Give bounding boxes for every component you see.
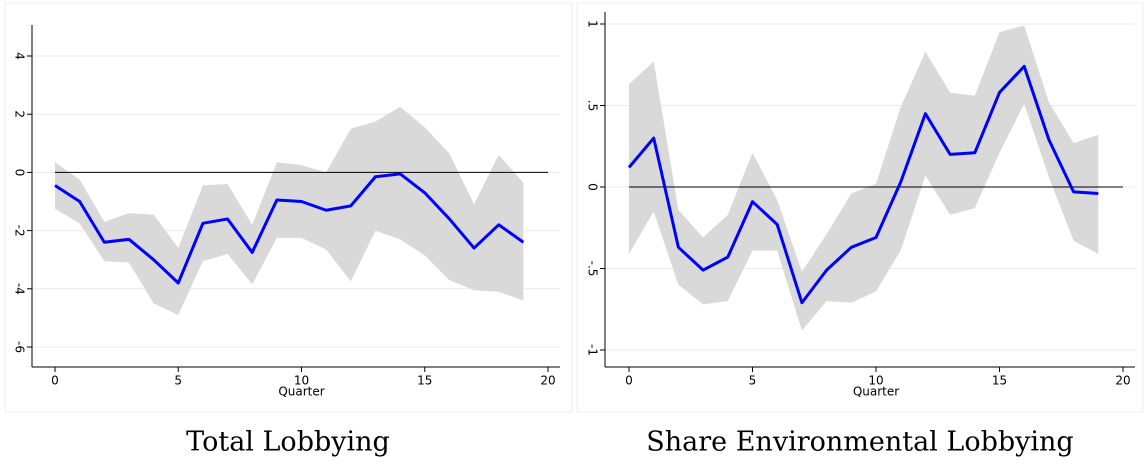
x-tick-label: 15 xyxy=(417,374,432,388)
x-tick-label: 20 xyxy=(540,374,555,388)
series-line xyxy=(627,64,1099,305)
x-tick-label: 5 xyxy=(174,374,182,388)
y-tick-label: 4 xyxy=(13,52,27,60)
x-tick-label: 5 xyxy=(749,374,757,388)
y-tick-label: -.5 xyxy=(586,261,600,277)
x-axis-label: Quarter xyxy=(853,385,899,399)
panel-frame xyxy=(4,2,573,413)
y-tick-label: 0 xyxy=(13,169,27,177)
x-tick-label: 20 xyxy=(1115,374,1130,388)
y-tick-label: -6 xyxy=(13,341,27,353)
x-tick-label: 0 xyxy=(625,374,633,388)
chart-caption: Share Environmental Lobbying xyxy=(646,427,1073,458)
chart-caption: Total Lobbying xyxy=(186,427,390,458)
x-tick-label: 0 xyxy=(51,374,59,388)
x-axis-label: Quarter xyxy=(278,385,324,399)
x-tick-label: 10 xyxy=(868,374,883,388)
x-tick-label: 15 xyxy=(992,374,1007,388)
y-tick-label: 2 xyxy=(13,110,27,118)
y-tick-label: -2 xyxy=(13,225,27,237)
y-tick-label: 1 xyxy=(586,20,600,28)
panel-frame xyxy=(576,2,1144,413)
y-tick-label: -1 xyxy=(586,344,600,356)
y-tick-label: .5 xyxy=(586,100,600,111)
y-tick-label: 0 xyxy=(586,183,600,191)
y-tick-label: -4 xyxy=(13,283,27,295)
x-tick-label: 10 xyxy=(294,374,309,388)
series-line xyxy=(54,172,525,285)
confidence-band xyxy=(55,106,524,315)
confidence-band xyxy=(629,25,1099,331)
